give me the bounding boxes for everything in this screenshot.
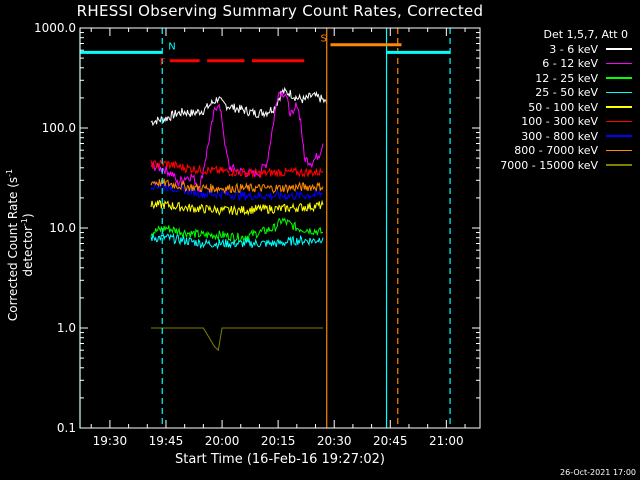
legend-swatch — [606, 149, 632, 152]
y-tick-label: 100.0 — [42, 121, 76, 135]
legend-label: 25 - 50 keV — [535, 86, 598, 99]
legend-label: 50 - 100 keV — [528, 100, 598, 114]
x-axis-label: Start Time (16-Feb-16 19:27:02) — [175, 452, 385, 467]
legend-entry: 100 - 300 keV — [521, 115, 632, 129]
legend-label: 12 - 25 keV — [535, 71, 598, 85]
series-line-8 — [150, 178, 324, 195]
legend-entry: 50 - 100 keV — [528, 100, 632, 114]
x-tick-label: 20:15 — [261, 434, 296, 448]
y-tick-label: 1000.0 — [34, 21, 76, 35]
legend-entry: 25 - 50 keV — [535, 86, 632, 100]
legend-entry: 7000 - 15000 keV — [500, 158, 632, 172]
series-line-2 — [150, 91, 324, 193]
series-line-4 — [150, 232, 324, 250]
series-line-6 — [150, 159, 324, 179]
legend-label: 100 - 300 keV — [521, 115, 598, 128]
series-line-3 — [150, 217, 324, 243]
x-tick-label: 19:30 — [93, 434, 128, 448]
state-bar-label-N: N — [168, 41, 175, 52]
series-line-9 — [151, 327, 323, 352]
x-tick-label: 21:00 — [429, 434, 464, 448]
legend-entry: 800 - 7000 keV — [514, 144, 632, 158]
legend-swatch — [606, 48, 632, 50]
legend-swatch — [606, 91, 632, 94]
legend-swatch — [606, 164, 632, 166]
legend-swatch — [606, 120, 632, 123]
legend-header: Det 1,5,7, Att 0 — [543, 28, 628, 41]
series-line-1 — [150, 86, 328, 127]
legend-swatch — [606, 135, 632, 137]
axes-frame — [79, 27, 481, 429]
x-tick-label: 20:30 — [317, 434, 352, 448]
y-tick-label: 1.0 — [57, 321, 76, 335]
series-line-7 — [150, 180, 324, 202]
legend-label: 800 - 7000 keV — [514, 144, 598, 157]
chart-title: RHESSI Observing Summary Count Rates, Co… — [76, 2, 484, 20]
legend-swatch — [606, 77, 632, 79]
y-tick-label: 10.0 — [49, 221, 76, 235]
legend-label: 300 - 800 keV — [521, 129, 598, 143]
legend-label: 6 - 12 keV — [542, 57, 598, 70]
legend-swatch — [606, 62, 632, 65]
state-bar-label-F: F — [160, 57, 166, 68]
legend-entry: 12 - 25 keV — [535, 71, 632, 85]
legend-entry: 3 - 6 keV — [549, 42, 632, 56]
footer-timestamp: 26-Oct-2021 17:00 — [560, 468, 636, 477]
legend-entry: 300 - 800 keV — [521, 129, 632, 143]
y-tick-label: 0.1 — [57, 421, 76, 435]
state-bar-label-S: S — [320, 34, 326, 45]
x-tick-label: 20:00 — [205, 434, 240, 448]
legend-label: 3 - 6 keV — [549, 42, 598, 56]
legend-entry: 6 - 12 keV — [542, 57, 632, 71]
x-tick-label: 19:45 — [149, 434, 184, 448]
y-axis-label: Corrected Count Rate (s-1 detector-1) — [5, 168, 35, 322]
legend-label: 7000 - 15000 keV — [500, 158, 598, 172]
x-tick-label: 20:45 — [373, 434, 408, 448]
series-line-5 — [150, 199, 324, 217]
legend-swatch — [606, 106, 632, 108]
